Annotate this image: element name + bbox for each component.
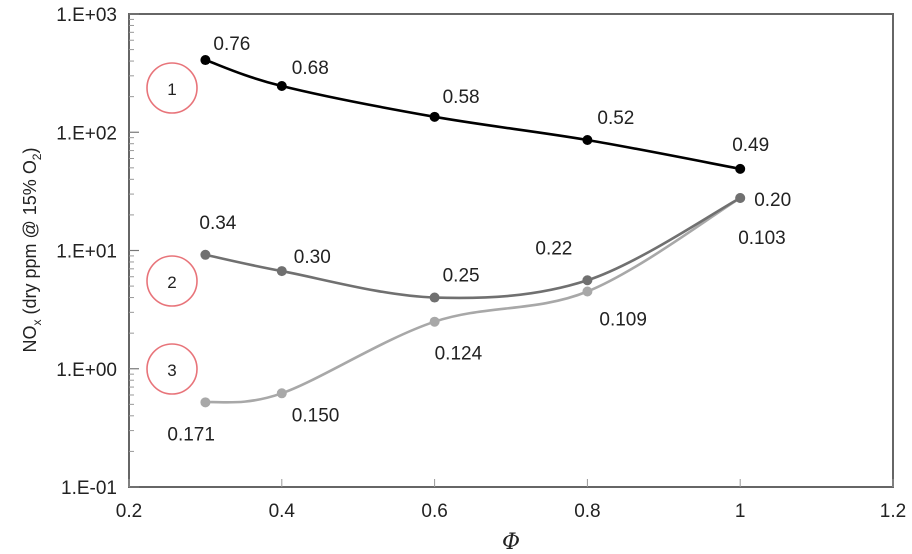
series-1 <box>200 55 746 174</box>
data-point <box>276 81 287 92</box>
svg-text:1: 1 <box>167 80 176 99</box>
series-marker-2: 2 <box>146 255 198 307</box>
point-label: 0.103 <box>738 228 786 249</box>
y-tick-label: 1.E+03 <box>56 5 117 26</box>
y-tick-label: 1.E+02 <box>56 123 117 144</box>
series-2 <box>200 192 746 303</box>
data-point <box>582 275 593 286</box>
point-label: 0.58 <box>443 87 480 108</box>
series-marker-1: 1 <box>146 62 198 114</box>
x-tick-label: 1 <box>735 501 746 522</box>
series-line <box>205 196 741 300</box>
x-axis-label: Φ <box>502 530 520 554</box>
data-point <box>735 192 746 203</box>
point-label: 0.171 <box>167 424 215 445</box>
x-tick-label: 0.6 <box>421 501 447 522</box>
data-point <box>735 163 746 174</box>
point-label: 0.76 <box>213 34 250 55</box>
point-label: 0.109 <box>599 310 647 331</box>
plot-border <box>128 13 894 488</box>
data-labels: 0.171 0.150 0.124 0.109 0.103 0.34 0.30 0.25 0.2… <box>167 34 791 445</box>
series-3 <box>200 192 746 408</box>
point-label: 0.34 <box>199 213 236 234</box>
x-axis: 0.2 0.4 0.6 0.8 1 1.2 <box>116 479 906 522</box>
data-point <box>276 266 287 277</box>
point-label: 0.124 <box>435 344 483 365</box>
y-tick-label: 1.E+00 <box>56 360 117 381</box>
data-point <box>200 397 211 408</box>
data-point <box>582 134 593 145</box>
svg-text:3: 3 <box>167 361 176 380</box>
data-point <box>429 292 440 303</box>
point-label: 0.150 <box>292 405 340 426</box>
series-line <box>205 196 741 404</box>
data-point <box>582 286 593 297</box>
x-tick-label: 1.2 <box>880 501 906 522</box>
point-label: 0.68 <box>292 58 329 79</box>
point-label: 0.30 <box>294 247 331 268</box>
x-tick-label: 0.2 <box>116 501 142 522</box>
y-tick-label: 1.E+01 <box>56 242 117 263</box>
point-label: 0.22 <box>535 238 572 259</box>
point-label: 0.25 <box>443 266 480 287</box>
point-label: 0.52 <box>597 108 634 129</box>
data-series <box>200 55 746 408</box>
data-point <box>429 316 440 327</box>
data-point <box>200 249 211 260</box>
y-tick-label: 1.E-01 <box>61 478 117 499</box>
data-point <box>200 55 211 66</box>
plot-frame <box>128 13 894 488</box>
y-axis-label: NOx (dry ppm @ 15% O2) <box>20 147 44 352</box>
point-label: 0.20 <box>754 190 791 211</box>
point-label: 0.49 <box>732 135 769 156</box>
series-markers: 1 2 3 <box>146 62 198 395</box>
svg-text:2: 2 <box>167 273 176 292</box>
x-tick-label: 0.4 <box>269 501 296 522</box>
data-point <box>276 388 287 399</box>
series-marker-3: 3 <box>146 343 198 395</box>
series-line <box>204 58 741 171</box>
data-point <box>429 111 440 122</box>
x-tick-label: 0.8 <box>574 501 600 522</box>
y-axis: 1.E-01 1.E+00 1.E+01 1.E+02 1.E+03 <box>56 5 139 499</box>
